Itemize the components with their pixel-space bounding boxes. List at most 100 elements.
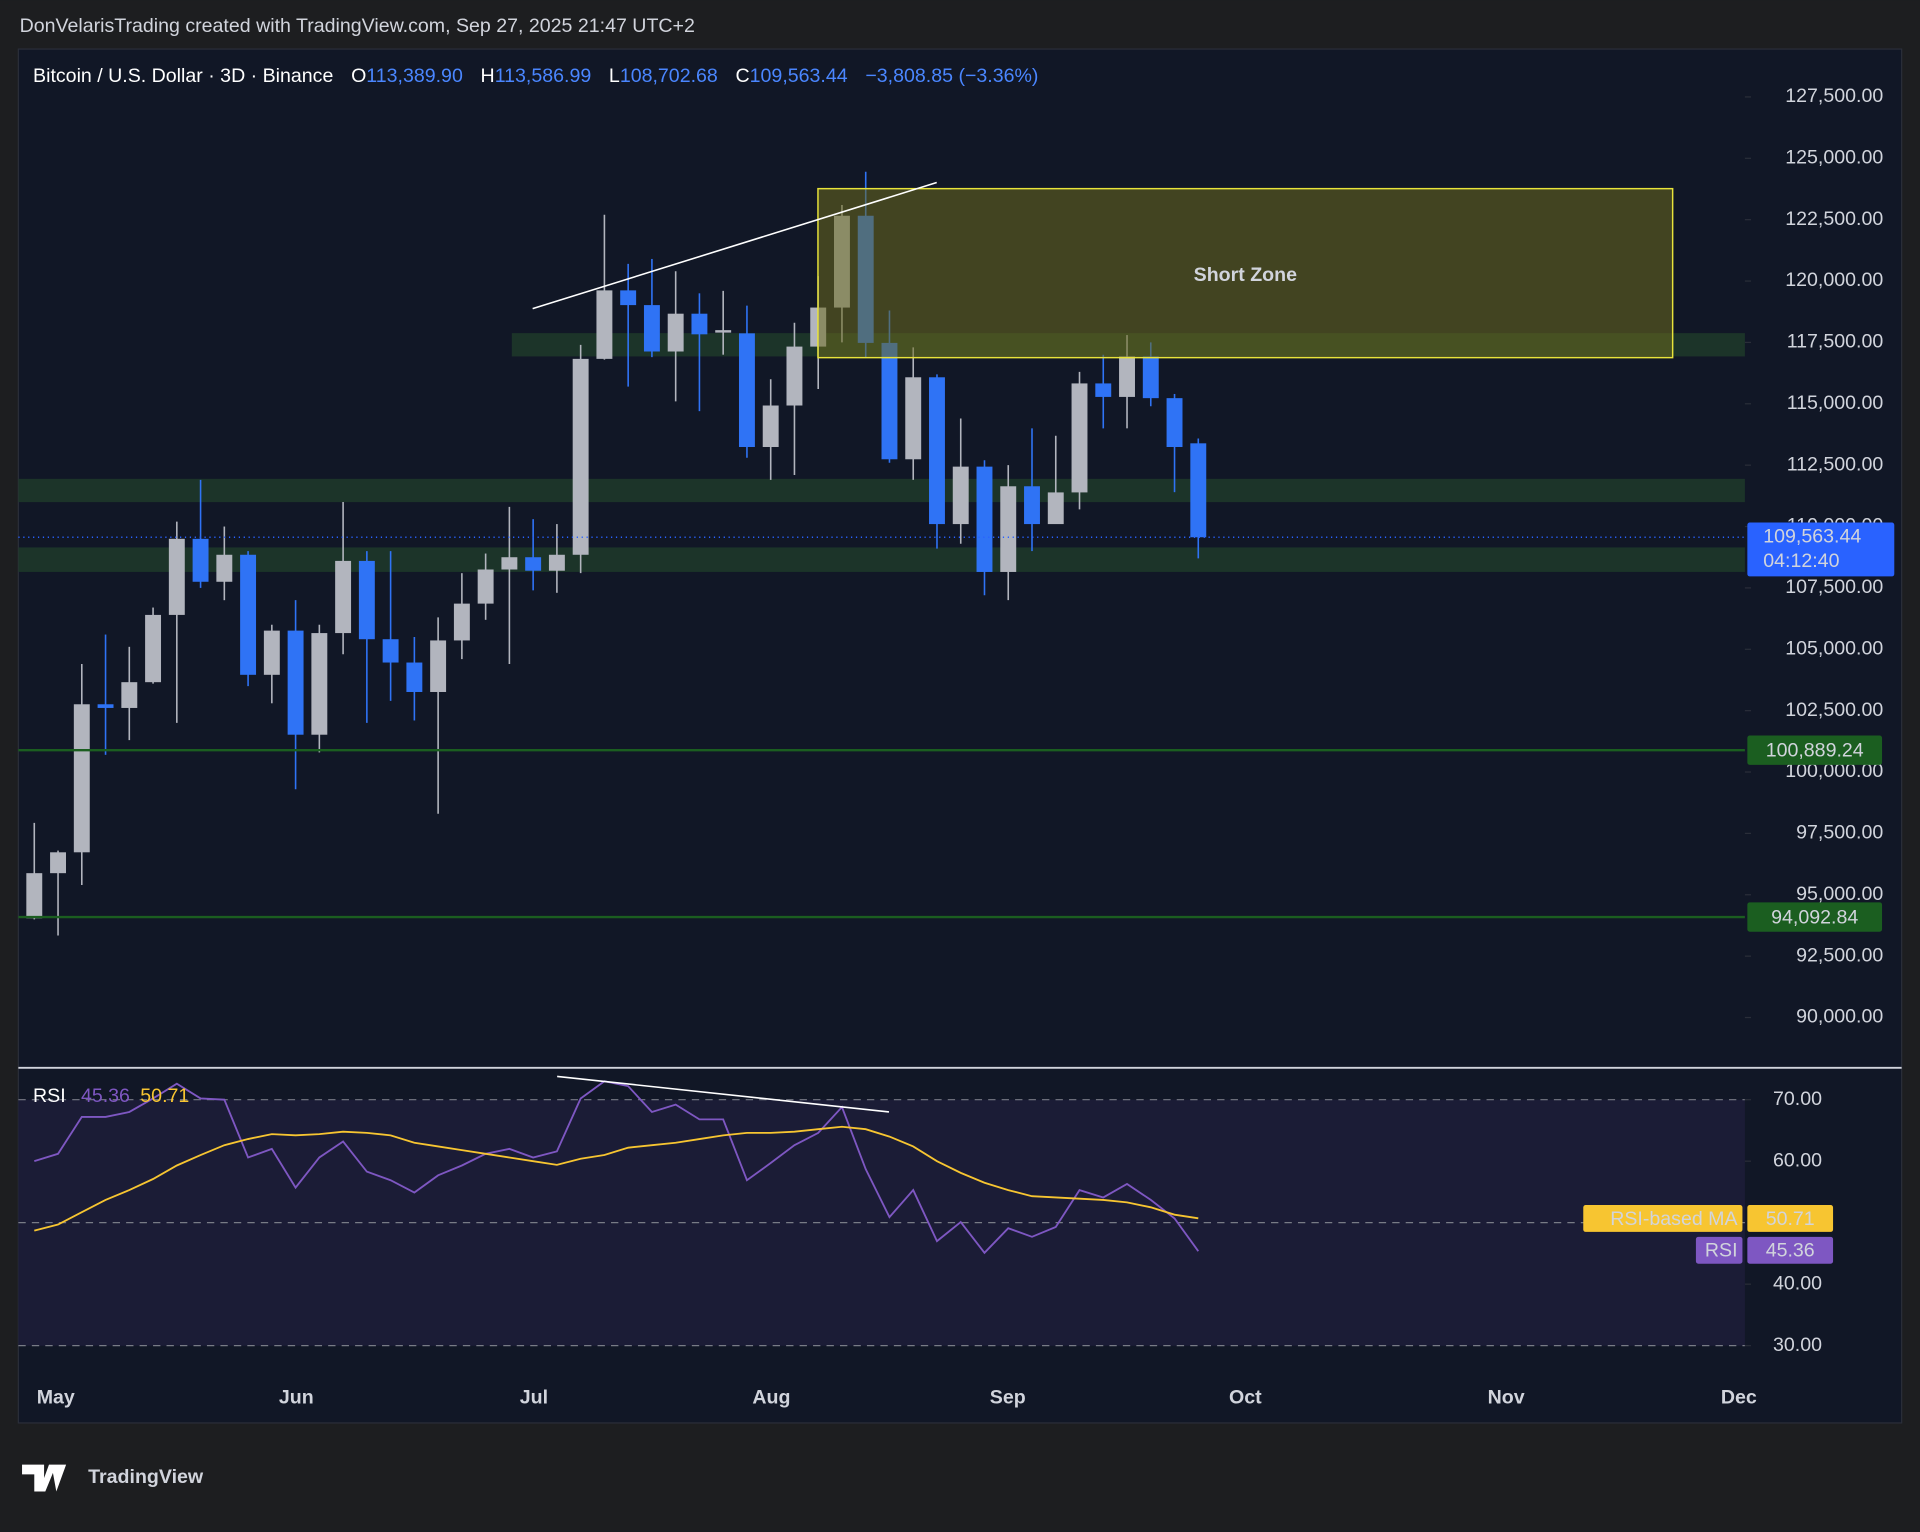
candle-body [1190, 443, 1207, 538]
candle-body [929, 377, 945, 525]
candle-body [168, 538, 185, 615]
y-tick-label: 127,500.00 [1785, 85, 1883, 107]
zone-band [18, 478, 1745, 503]
y-tick-label: 92,500.00 [1796, 944, 1883, 966]
candle-body [525, 557, 542, 571]
candle-body [50, 852, 66, 874]
candle-body [1000, 486, 1017, 572]
rsi-line [34, 1125, 1199, 1232]
x-tick-label: Nov [1488, 1387, 1525, 1409]
y-tick-label: 70.00 [1773, 1088, 1822, 1110]
candle-body [382, 639, 399, 663]
countdown: 04:12:40 [1763, 550, 1839, 572]
y-tick-label: 122,500.00 [1785, 208, 1883, 230]
x-tick-label: Sep [990, 1387, 1026, 1409]
ohlc-value: 113,389.90 [366, 65, 463, 87]
y-tick-label: 105,000.00 [1785, 637, 1883, 659]
candle-body [145, 614, 162, 683]
candle-body [501, 557, 518, 570]
series-value-badge [1747, 1236, 1834, 1264]
candle-body [263, 630, 280, 675]
candle-body [596, 290, 613, 359]
overlay: 100,889.24 94,092.84 109,563.44 04:12:40 May… [18, 522, 1895, 1409]
candle-body [572, 358, 589, 555]
ohlc-key: L [609, 65, 620, 87]
candle-body [1047, 492, 1064, 525]
candle-body [715, 330, 732, 333]
short-zone [817, 187, 1674, 359]
y-tick-label: 117,500.00 [1787, 331, 1884, 353]
ohlc-key: O [351, 65, 366, 87]
short-zone-label: Short Zone [1194, 264, 1297, 286]
x-tick-label: Oct [1229, 1387, 1262, 1409]
chart-header: Bitcoin / U.S. Dollar · 3D · Binance O11… [33, 65, 1038, 87]
logo-icon [22, 1464, 67, 1492]
candle-body [26, 873, 43, 919]
x-tick-label: Aug [752, 1387, 790, 1409]
level-label: 94,092.84 [1771, 906, 1858, 928]
series-name-badge [1583, 1204, 1743, 1232]
ohlc-value: 109,563.44 [750, 65, 848, 87]
y-tick-label: 97,500.00 [1796, 822, 1883, 844]
candle-body [643, 305, 660, 352]
rsi-title: RSI [33, 1085, 66, 1107]
candle-body [1095, 383, 1112, 397]
y-tick-label: 107,500.00 [1785, 576, 1883, 598]
rsi-ma-value: 50.71 [140, 1085, 189, 1107]
candle-body [762, 405, 779, 447]
series-value-badge [1747, 1204, 1834, 1232]
candle-body [786, 346, 803, 406]
candle-body [620, 290, 637, 306]
level-badge [1747, 902, 1883, 932]
candle-body [667, 313, 684, 352]
candle-body [1142, 356, 1159, 399]
candle-body [881, 342, 898, 460]
last-price-badge [1747, 522, 1895, 577]
candle-body [121, 682, 138, 708]
rsi-line [34, 1080, 1200, 1255]
ohlc-key: H [481, 65, 495, 87]
last-price-label: 109,563.44 [1763, 525, 1861, 547]
watermark: DonVelarisTrading created with TradingVi… [20, 15, 695, 37]
series-name: RSI [1705, 1240, 1738, 1262]
y-tick-label: 60.00 [1773, 1149, 1822, 1171]
candle-body [311, 633, 328, 735]
ohlc-value: 108,702.68 [620, 65, 718, 87]
candle-body [1119, 356, 1135, 397]
level-label: 100,889.24 [1766, 740, 1864, 762]
x-tick-label: Jun [279, 1387, 314, 1409]
candle-body [976, 466, 993, 572]
x-tick-label: Dec [1721, 1387, 1757, 1409]
y-tick-label: 95,000.00 [1796, 883, 1883, 905]
rsi-value: 45.36 [81, 1085, 130, 1107]
series-value: 50.71 [1766, 1208, 1815, 1230]
candle-body [430, 640, 447, 692]
y-tick-label: 115,000.00 [1787, 392, 1884, 414]
candle-body [1071, 383, 1088, 493]
candle-body [216, 554, 233, 582]
series-name: RSI-based MA [1610, 1208, 1738, 1230]
y-tick-label: 112,500.00 [1787, 453, 1884, 475]
series-value: 45.36 [1766, 1240, 1815, 1262]
x-tick-label: Jul [520, 1387, 548, 1409]
x-tick-label: May [37, 1387, 75, 1409]
candle-body [335, 560, 352, 634]
candle-body [358, 560, 375, 640]
candle-body [548, 554, 565, 571]
y-tick-label: 102,500.00 [1785, 699, 1883, 721]
y-tick-label: 30.00 [1773, 1334, 1822, 1356]
candle-body [192, 538, 209, 582]
candle-body [738, 333, 755, 447]
logo: TradingView [22, 1464, 204, 1492]
trend-line [532, 181, 937, 310]
candle-body [1024, 486, 1040, 525]
y-tick-label: 90,000.00 [1796, 1006, 1883, 1028]
zone-band [18, 547, 1745, 572]
symbol: Bitcoin / U.S. Dollar · 3D · Binance [33, 65, 333, 87]
candle-body [691, 313, 708, 335]
rsi-header: RSI 45.36 50.71 [33, 1085, 189, 1107]
candle-body [453, 603, 470, 641]
logo-text: TradingView [88, 1466, 204, 1488]
y-tick-label: 40.00 [1773, 1272, 1822, 1294]
